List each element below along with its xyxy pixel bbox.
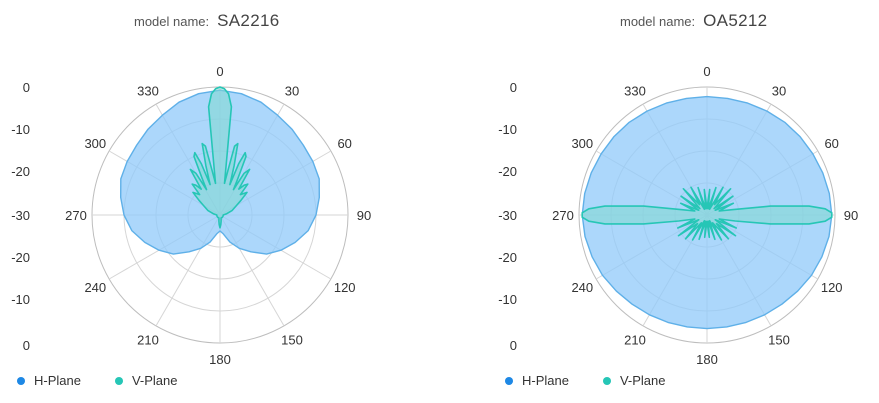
- series-v-plane: [581, 186, 833, 241]
- angle-label: 60: [824, 136, 838, 151]
- angle-label: 270: [552, 208, 574, 223]
- angle-label: 240: [571, 280, 593, 295]
- model-name-heading: model name: SA2216: [134, 11, 279, 31]
- model-name-label: model name:: [134, 14, 210, 29]
- radial-label: -20: [11, 164, 30, 179]
- legend-label-v-plane: V-Plane: [619, 373, 666, 388]
- radial-label: -20: [498, 250, 517, 265]
- model-name-value: SA2216: [217, 11, 280, 30]
- radial-label: -30: [498, 208, 517, 223]
- polar-chart: 0 30 60 90 120 150 180 210 240 270 300 330 0 -10 -20 -3…: [11, 64, 371, 367]
- model-name-value: OA5212: [703, 11, 768, 30]
- angle-label: 0: [703, 64, 710, 79]
- model-name-heading: model name: OA5212: [620, 11, 767, 31]
- angle-label: 120: [821, 280, 843, 295]
- angle-label: 210: [137, 333, 159, 348]
- radial-label: -10: [498, 292, 517, 307]
- model-name-label: model name:: [620, 14, 696, 29]
- angle-label: 150: [768, 333, 790, 348]
- legend-marker-v-plane: [114, 376, 123, 385]
- radial-label: -10: [11, 292, 30, 307]
- legend-marker-h-plane: [505, 376, 513, 385]
- legend: H-Plane V-Plane: [505, 373, 700, 388]
- radial-label: -20: [11, 250, 30, 265]
- angle-label: 240: [84, 280, 106, 295]
- legend-item-h-plane[interactable]: H-Plane: [505, 373, 569, 388]
- radial-label: -10: [11, 122, 30, 137]
- radial-label: 0: [23, 80, 30, 95]
- chart-panel-oa5212: model name: OA5212 0 30 60 90 120 150 180 210 240…: [440, 0, 879, 403]
- chart-panel-sa2216: model name: SA2216 0 30 60 90 120 150 180 210 240…: [11, 11, 371, 388]
- legend-label-h-plane: H-Plane: [522, 373, 569, 388]
- angle-label: 30: [285, 83, 299, 98]
- legend: H-Plane V-Plane: [17, 373, 212, 388]
- angle-label: 210: [624, 333, 646, 348]
- angle-label: 300: [571, 136, 593, 151]
- legend-marker-h-plane: [17, 376, 25, 385]
- angle-label: 120: [334, 280, 356, 295]
- angle-label: 150: [281, 333, 303, 348]
- series-v-plane: [189, 86, 251, 229]
- legend-item-h-plane[interactable]: H-Plane: [17, 373, 81, 388]
- radial-label: -20: [498, 164, 517, 179]
- legend-label-h-plane: H-Plane: [34, 373, 81, 388]
- angle-label: 0: [216, 64, 223, 79]
- angle-label: 180: [696, 352, 718, 367]
- angle-label: 90: [844, 208, 858, 223]
- radial-label: -10: [498, 122, 517, 137]
- legend-item-v-plane[interactable]: V-Plane: [602, 373, 666, 388]
- radial-label: 0: [510, 338, 517, 353]
- radial-label: 0: [23, 338, 30, 353]
- legend-label-v-plane: V-Plane: [131, 373, 178, 388]
- angle-label: 180: [209, 352, 231, 367]
- angle-label: 330: [137, 83, 159, 98]
- legend-marker-v-plane: [602, 376, 611, 385]
- angle-label: 300: [84, 136, 106, 151]
- radial-label: -30: [11, 208, 30, 223]
- angle-label: 330: [624, 83, 646, 98]
- angle-label: 30: [772, 83, 786, 98]
- angle-label: 60: [337, 136, 351, 151]
- legend-item-v-plane[interactable]: V-Plane: [114, 373, 178, 388]
- angle-label: 90: [357, 208, 371, 223]
- polar-chart: 0 30 60 90 120 150 180 210 240 270 300 330 0 -10 -20 -3…: [498, 64, 858, 367]
- angle-label: 270: [65, 208, 87, 223]
- radial-label: 0: [510, 80, 517, 95]
